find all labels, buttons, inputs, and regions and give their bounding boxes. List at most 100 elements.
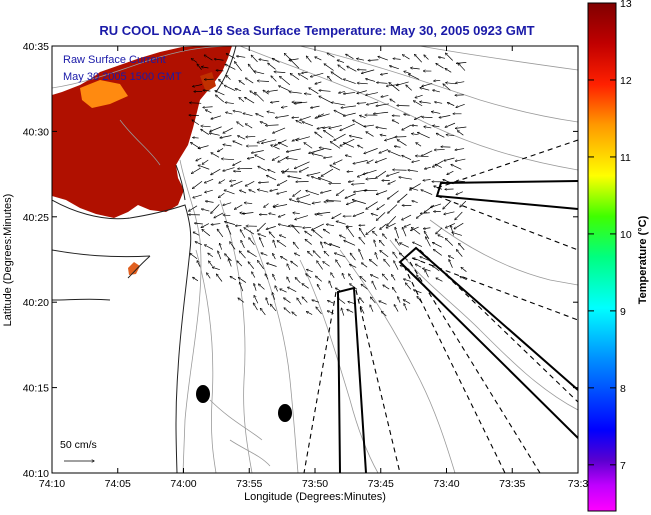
current-vector xyxy=(341,308,345,316)
current-vector xyxy=(267,89,278,92)
current-vector xyxy=(343,92,356,93)
current-vector xyxy=(420,102,431,104)
current-vector xyxy=(269,213,276,216)
current-vector xyxy=(359,237,366,245)
current-vector xyxy=(315,113,330,118)
current-vector xyxy=(308,251,313,257)
current-vector xyxy=(436,133,445,138)
current-vector xyxy=(245,97,255,104)
current-vector xyxy=(396,81,409,85)
current-vector xyxy=(195,223,203,224)
current-vector xyxy=(334,133,346,140)
current-vector xyxy=(273,240,277,248)
current-vector xyxy=(212,267,220,271)
current-vector xyxy=(445,53,453,61)
current-vector xyxy=(201,126,211,127)
current-vector xyxy=(312,223,324,230)
current-vector xyxy=(327,53,335,58)
current-vector xyxy=(389,83,400,92)
current-vector xyxy=(438,57,446,58)
current-vector xyxy=(418,132,430,139)
current-vector xyxy=(331,72,343,80)
current-vector xyxy=(256,114,264,118)
current-vector xyxy=(223,127,233,133)
current-vector xyxy=(330,142,341,149)
current-vector xyxy=(193,84,203,86)
current-vector xyxy=(262,139,277,143)
current-vector xyxy=(349,274,353,281)
current-vector xyxy=(392,120,400,124)
y-tick-label: 40:25 xyxy=(23,212,49,224)
current-vector xyxy=(380,250,389,258)
current-vector xyxy=(201,67,209,68)
current-vector xyxy=(317,127,324,129)
current-vector xyxy=(211,168,221,175)
current-vector xyxy=(257,222,266,231)
current-vector xyxy=(251,150,264,154)
current-vector xyxy=(455,158,466,161)
current-vector xyxy=(284,308,291,314)
current-vector xyxy=(273,204,288,208)
current-vector xyxy=(316,276,322,282)
y-axis: 40:35 40:30 40:25 40:20 40:15 40:10 xyxy=(23,41,578,480)
current-vector xyxy=(225,64,236,70)
current-vector xyxy=(297,201,311,206)
current-vector xyxy=(315,81,322,84)
current-vector xyxy=(343,112,356,116)
current-vector xyxy=(433,242,442,248)
current-vector xyxy=(205,201,214,202)
current-vector xyxy=(237,56,246,57)
current-vector xyxy=(404,71,411,75)
current-vector xyxy=(291,261,298,267)
current-vector xyxy=(402,155,412,161)
current-vector xyxy=(204,178,214,183)
current-vector xyxy=(205,245,214,250)
current-vector xyxy=(424,127,432,128)
current-vector xyxy=(267,112,275,114)
current-vector xyxy=(347,309,354,313)
current-vector xyxy=(238,298,245,303)
current-vector xyxy=(415,94,423,97)
current-vector xyxy=(434,80,441,81)
current-vector xyxy=(239,251,246,259)
current-vector xyxy=(219,179,226,184)
current-vector xyxy=(399,253,408,261)
current-vector xyxy=(455,126,467,128)
current-vector xyxy=(376,103,389,106)
current-vector xyxy=(209,261,213,267)
current-vector xyxy=(268,170,276,174)
current-vector xyxy=(366,132,374,137)
current-vector xyxy=(384,259,391,267)
current-vector xyxy=(379,240,385,247)
current-vector xyxy=(316,307,322,315)
current-vector xyxy=(415,264,422,268)
current-vector xyxy=(211,224,221,225)
contours xyxy=(52,46,578,473)
current-vector xyxy=(271,145,280,150)
current-vector xyxy=(238,277,247,283)
current-vector xyxy=(318,178,333,183)
current-vector xyxy=(404,114,410,115)
current-vector xyxy=(376,190,388,195)
colorbar-ticks: 13 12 11 10 9 8 7 xyxy=(588,0,632,472)
current-vector xyxy=(461,267,467,272)
current-vector xyxy=(295,215,309,220)
current-vector xyxy=(211,115,222,119)
current-vector xyxy=(358,145,364,149)
current-vector xyxy=(218,251,222,260)
current-vector xyxy=(360,115,366,119)
current-vector xyxy=(393,252,398,259)
current-vector xyxy=(197,64,202,70)
current-vector xyxy=(340,123,355,131)
current-vector xyxy=(201,223,210,228)
current-vector xyxy=(326,224,335,225)
current-vector xyxy=(306,312,313,315)
current-vector xyxy=(260,308,266,316)
current-vector xyxy=(399,177,412,180)
current-vector xyxy=(239,282,244,292)
current-vector xyxy=(375,157,387,162)
current-vector xyxy=(267,175,277,181)
current-vector xyxy=(202,159,209,164)
current-vector xyxy=(219,243,223,250)
current-vector xyxy=(223,202,232,206)
